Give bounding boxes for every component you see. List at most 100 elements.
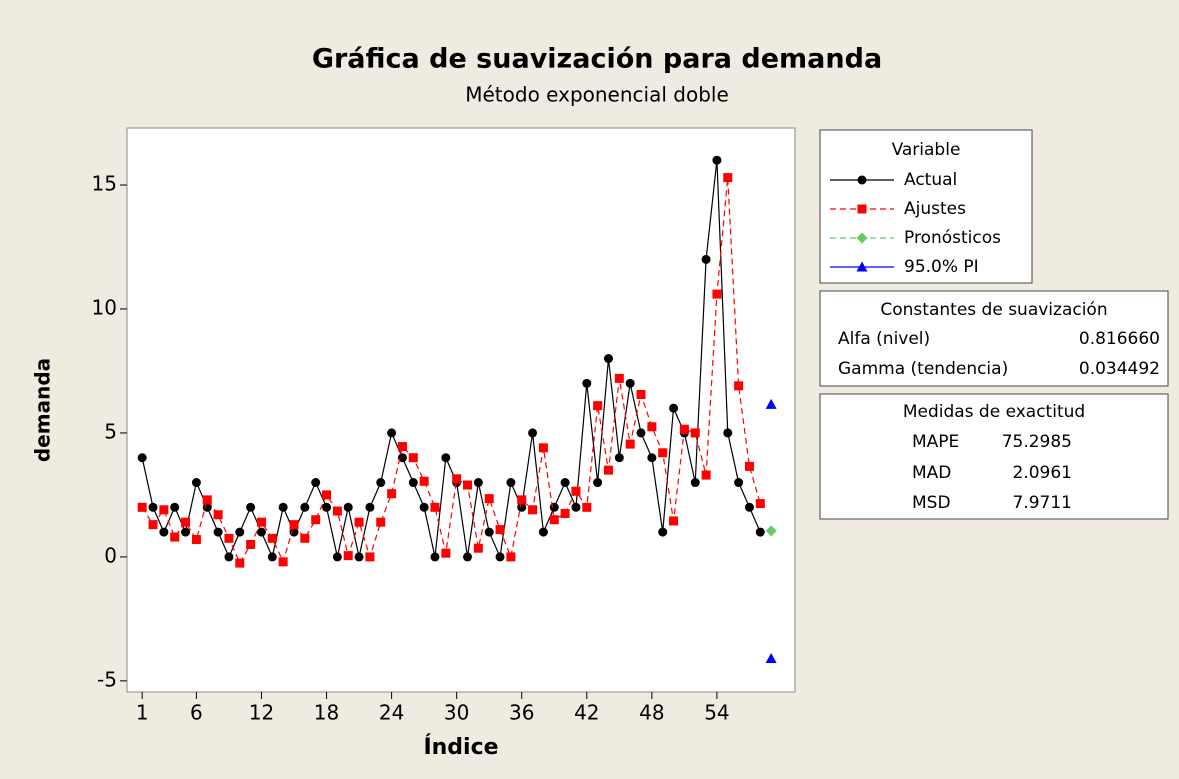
legend-label: Actual	[904, 170, 957, 190]
point	[365, 552, 375, 562]
point	[712, 289, 722, 299]
point	[191, 535, 201, 545]
x-tick-label: 36	[509, 701, 534, 725]
point	[593, 401, 603, 411]
point	[441, 548, 451, 558]
point	[213, 510, 223, 520]
point	[723, 428, 733, 438]
point	[343, 502, 353, 512]
point	[701, 470, 711, 480]
point	[322, 490, 332, 500]
x-tick-label: 54	[704, 701, 729, 725]
point	[397, 442, 407, 452]
point	[528, 428, 538, 438]
point	[267, 552, 277, 562]
point	[636, 428, 646, 438]
point	[137, 502, 147, 512]
point	[506, 552, 516, 562]
x-tick-label: 48	[639, 701, 664, 725]
constants-title: Constantes de suavización	[880, 300, 1107, 320]
point	[744, 461, 754, 471]
point	[517, 502, 527, 512]
point	[560, 478, 570, 488]
point	[354, 552, 364, 562]
legend-label: Ajustes	[904, 199, 966, 219]
point	[679, 424, 689, 434]
point	[690, 428, 700, 438]
legend-box	[819, 129, 1033, 284]
point	[669, 516, 679, 526]
point	[549, 502, 559, 512]
point	[765, 653, 777, 664]
point	[734, 478, 744, 488]
point	[256, 517, 266, 527]
accuracy-label: MAD	[912, 463, 951, 483]
accuracy-label: MSD	[912, 493, 951, 513]
point	[636, 390, 646, 400]
point	[278, 557, 288, 567]
plot-area	[126, 127, 796, 693]
x-tick-label: 1	[136, 701, 149, 725]
point	[397, 453, 407, 463]
y-tick-label: 5	[104, 419, 117, 443]
x-tick-label: 24	[379, 701, 404, 725]
point	[765, 525, 777, 537]
point	[701, 254, 711, 264]
accuracy-label: MAPE	[912, 432, 959, 452]
accuracy-title: Medidas de exactitud	[903, 402, 1085, 422]
constants-value: 0.034492	[1079, 359, 1160, 379]
point	[224, 552, 234, 562]
accuracy-value: 75.2985	[1002, 432, 1072, 452]
point	[625, 439, 635, 449]
chart-title: Gráfica de suavización para demanda	[312, 44, 882, 75]
point	[202, 495, 212, 505]
point	[582, 502, 592, 512]
point	[376, 517, 386, 527]
point	[755, 499, 765, 509]
chart-subtitle: Método exponencial doble	[465, 83, 729, 107]
point	[495, 525, 505, 535]
point	[647, 453, 657, 463]
legend-label: Pronósticos	[904, 228, 1001, 248]
constants-label: Alfa (nivel)	[838, 329, 930, 349]
point	[289, 520, 299, 530]
legend-title: Variable	[892, 140, 961, 160]
point	[603, 465, 613, 475]
point	[235, 558, 245, 568]
point	[441, 453, 451, 463]
point	[191, 478, 201, 488]
y-tick-label: -5	[97, 667, 117, 691]
accuracy-value: 2.0961	[1013, 463, 1072, 483]
point	[755, 527, 765, 537]
point	[734, 381, 744, 391]
point	[181, 517, 191, 527]
point	[647, 422, 657, 432]
legend-marker	[857, 204, 867, 214]
point	[593, 478, 603, 488]
point	[235, 527, 245, 537]
point	[658, 448, 668, 458]
point	[419, 502, 429, 512]
point	[170, 532, 180, 542]
point	[419, 476, 429, 486]
accuracy-value: 7.9711	[1013, 493, 1072, 513]
point	[603, 354, 613, 364]
point	[224, 533, 234, 543]
point	[765, 398, 777, 409]
point	[387, 489, 397, 499]
legend-label: 95.0% PI	[904, 257, 979, 277]
point	[549, 515, 559, 525]
point	[484, 527, 494, 537]
point	[181, 527, 191, 537]
point	[538, 527, 548, 537]
point	[495, 552, 505, 562]
point	[517, 495, 527, 505]
point	[311, 515, 321, 525]
point	[560, 509, 570, 519]
point	[538, 443, 548, 453]
accuracy-box	[819, 393, 1169, 520]
legend-marker	[856, 261, 868, 272]
constants-box	[819, 290, 1169, 387]
point	[267, 533, 277, 543]
